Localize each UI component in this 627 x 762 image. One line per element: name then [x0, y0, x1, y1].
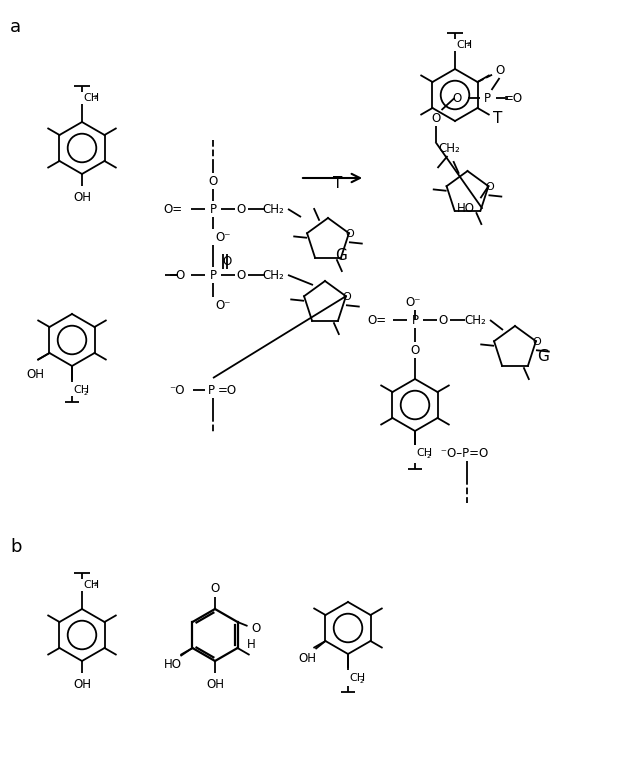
Text: CH: CH [83, 93, 99, 103]
Text: OH: OH [73, 190, 91, 203]
Text: CH₂: CH₂ [262, 268, 284, 281]
Text: O: O [208, 174, 218, 187]
Text: ⁻O–P=O: ⁻O–P=O [437, 447, 488, 459]
Text: O⁻: O⁻ [215, 299, 231, 312]
Text: P: P [209, 203, 216, 216]
Text: HO: HO [164, 658, 181, 671]
Text: O: O [251, 622, 260, 635]
Text: O: O [342, 292, 351, 302]
Text: O: O [345, 229, 354, 239]
Text: a: a [10, 18, 21, 36]
Text: O⁻: O⁻ [405, 296, 421, 309]
Text: O: O [411, 344, 419, 357]
Text: O=: O= [164, 203, 183, 216]
Text: b: b [10, 538, 21, 556]
Text: ₂: ₂ [94, 578, 98, 588]
Text: CH: CH [83, 580, 99, 590]
Text: ⁻O: ⁻O [169, 383, 185, 396]
Text: OH: OH [206, 678, 224, 691]
Text: CH: CH [73, 385, 89, 395]
Text: ₂: ₂ [427, 450, 431, 460]
Text: O⁻: O⁻ [215, 230, 231, 244]
Text: O: O [211, 581, 219, 594]
Text: P: P [411, 313, 418, 326]
Text: T: T [493, 110, 502, 126]
Text: O: O [452, 91, 461, 104]
Text: O: O [532, 337, 541, 347]
Text: O: O [438, 313, 448, 326]
Text: O: O [236, 268, 246, 281]
Text: ₂: ₂ [84, 387, 88, 397]
Text: P: P [484, 91, 491, 104]
Text: CH: CH [416, 448, 432, 458]
Text: O: O [236, 203, 246, 216]
Text: O: O [431, 111, 440, 124]
Text: =O: =O [504, 91, 523, 104]
Text: CH: CH [349, 673, 365, 683]
Text: O: O [485, 182, 494, 192]
Text: OH: OH [298, 652, 317, 665]
Text: O: O [223, 255, 231, 267]
Text: G: G [537, 348, 549, 363]
Text: H: H [247, 638, 256, 651]
Text: CH₂: CH₂ [439, 142, 460, 155]
Text: P: P [208, 383, 214, 396]
Text: P: P [209, 268, 216, 281]
Text: =O: =O [218, 383, 236, 396]
Text: HO: HO [456, 202, 475, 215]
Text: O=: O= [368, 313, 387, 326]
Text: OH: OH [73, 678, 91, 691]
Text: ₂: ₂ [467, 38, 471, 48]
Text: O: O [495, 63, 504, 76]
Text: CH₂: CH₂ [464, 313, 486, 326]
Text: G: G [335, 248, 347, 262]
Text: ₂: ₂ [94, 91, 98, 101]
Text: CH₂: CH₂ [262, 203, 284, 216]
Text: O: O [176, 268, 185, 281]
Text: OH: OH [26, 367, 45, 380]
Text: ₂: ₂ [360, 675, 364, 685]
Text: CH: CH [456, 40, 472, 50]
Text: T: T [334, 175, 343, 190]
